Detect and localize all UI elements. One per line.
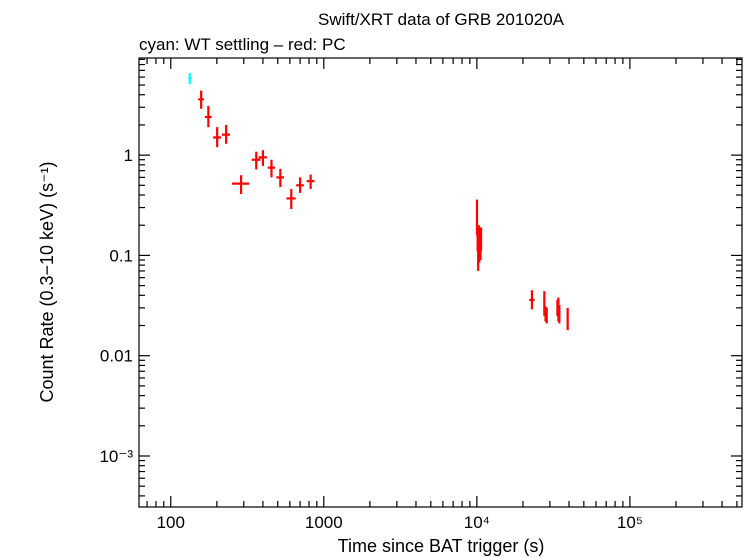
y-tick-label: 10⁻³ — [99, 447, 133, 466]
x-axis-label: Time since BAT trigger (s) — [338, 536, 545, 556]
x-tick-label: 10⁵ — [617, 513, 643, 532]
series-pc — [198, 90, 569, 331]
y-tick-label: 0.01 — [100, 347, 133, 366]
x-tick-label: 10⁴ — [464, 513, 490, 532]
data-point — [566, 307, 569, 331]
data-point — [296, 177, 304, 193]
data-point — [204, 105, 212, 128]
x-tick-label: 1000 — [305, 513, 343, 532]
data-point — [276, 168, 285, 188]
data-point — [545, 307, 548, 324]
data-point — [286, 188, 296, 210]
plot-frame — [138, 57, 743, 508]
data-point — [558, 305, 561, 324]
tick-labels: 100 1000 10⁴ 10⁵ 1 0.1 0.01 10⁻³ — [99, 146, 642, 532]
data-points — [188, 72, 569, 331]
y-axis-label: Count Rate (0.3−10 keV) (s⁻¹) — [37, 161, 57, 402]
data-point — [529, 290, 535, 310]
x-tick-label: 100 — [157, 513, 185, 532]
chart-subtitle: cyan: WT settling – red: PC — [139, 35, 346, 54]
data-point — [188, 72, 192, 85]
y-tick-label: 1 — [124, 146, 133, 165]
y-tick-label: 0.1 — [109, 246, 133, 265]
data-point — [231, 175, 250, 194]
data-point — [221, 124, 231, 144]
axis-ticks — [139, 58, 742, 507]
data-point — [267, 159, 276, 178]
data-point — [251, 151, 261, 170]
data-point — [306, 174, 315, 189]
series-wt-settling — [188, 72, 192, 85]
data-point — [198, 90, 205, 109]
data-point — [213, 127, 222, 148]
data-point — [258, 150, 267, 166]
chart-title: Swift/XRT data of GRB 201020A — [318, 10, 565, 29]
data-point — [543, 291, 546, 316]
